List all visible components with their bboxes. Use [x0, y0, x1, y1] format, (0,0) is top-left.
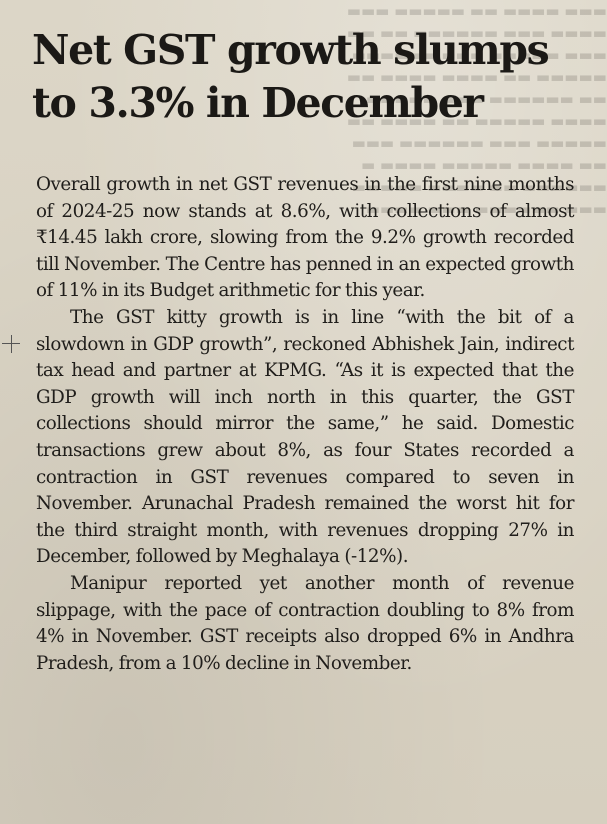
article-paragraph: Overall growth in net GST revenues in th… [36, 174, 574, 302]
article-paragraph: The GST kitty growth is in line “with th… [36, 306, 574, 568]
article-paragraph: Manipur reported yet another month of re… [36, 572, 574, 674]
crop-mark [11, 335, 12, 353]
article-body: Overall growth in net GST revenues in th… [36, 172, 574, 677]
article-headline: Net GST growth slumps to 3.3% in Decembe… [32, 26, 550, 127]
